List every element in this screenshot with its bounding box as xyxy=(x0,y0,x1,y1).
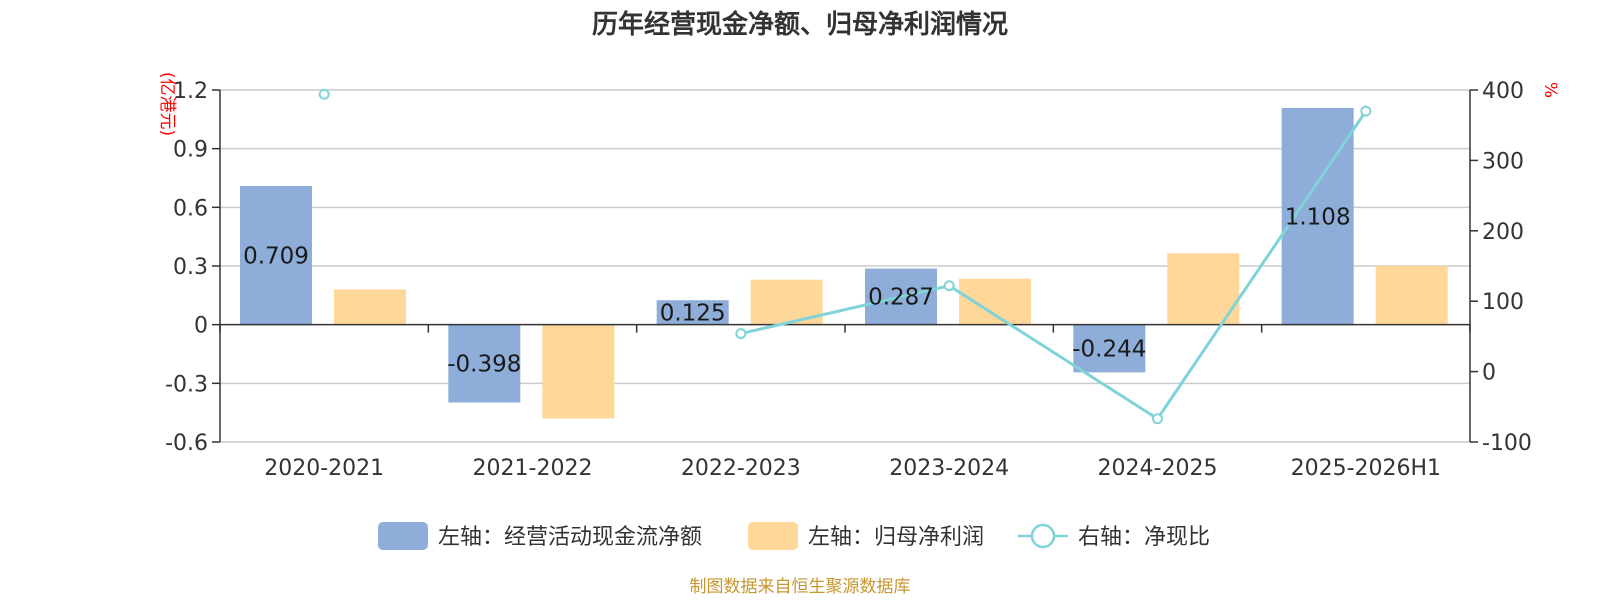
net-profit-bar[interactable] xyxy=(959,278,1031,325)
cashflow-data-label: -0.398 xyxy=(447,352,521,378)
bars xyxy=(240,107,1448,419)
cashflow-bar[interactable] xyxy=(1073,324,1146,373)
right-tick-label: 400 xyxy=(1482,79,1524,104)
legend: 左轴：经营活动现金流净额 左轴：归母净利润 右轴：净现比 xyxy=(378,522,1210,550)
right-tick-label: 100 xyxy=(1482,290,1524,315)
left-tick-label: 1.2 xyxy=(173,79,208,104)
ratio-point[interactable] xyxy=(1360,105,1372,117)
left-tick-label: 0.6 xyxy=(173,196,208,221)
left-tick-label: -0.6 xyxy=(165,431,208,456)
ratio-line-segment xyxy=(740,110,1368,421)
legend-marker-ratio[interactable] xyxy=(1030,523,1056,549)
category-label: 2020-2021 xyxy=(264,456,384,481)
data-labels: 0.709 -0.398 0.125 0.287 -0.244 1.108 xyxy=(243,204,1351,377)
legend-label-ratio[interactable]: 右轴：净现比 xyxy=(1078,525,1210,550)
axes xyxy=(212,89,1478,443)
grid xyxy=(220,89,1470,443)
source-note: 制图数据来自恒生聚源数据库 xyxy=(690,577,911,597)
legend-label-cashflow[interactable]: 左轴：经营活动现金流净额 xyxy=(438,525,702,550)
cashflow-bar[interactable] xyxy=(448,324,521,403)
left-tick-label: -0.3 xyxy=(165,372,208,397)
cashflow-data-label: -0.244 xyxy=(1072,337,1146,363)
right-axis-unit: % xyxy=(1540,82,1560,98)
ratio-point[interactable] xyxy=(1152,413,1163,425)
right-tick-label: -100 xyxy=(1482,431,1532,456)
net-profit-bar[interactable] xyxy=(334,289,406,325)
net-profit-bar[interactable] xyxy=(542,324,615,419)
legend-swatch-net-profit[interactable] xyxy=(748,522,798,550)
category-label: 2024-2025 xyxy=(1098,456,1218,481)
left-tick-label: 0.9 xyxy=(173,138,208,163)
tick-labels: 1.2 0.9 0.6 0.3 0 -0.3 -0.6 400 300 200 100 0 -100 20… xyxy=(165,79,1532,481)
left-tick-label: 0 xyxy=(194,314,208,339)
legend-swatch-cashflow[interactable] xyxy=(378,522,428,550)
right-tick-label: 300 xyxy=(1482,149,1524,174)
right-tick-label: 0 xyxy=(1482,361,1496,386)
category-label: 2023-2024 xyxy=(889,456,1009,481)
net-profit-bar[interactable] xyxy=(1167,253,1240,325)
net-profit-bar[interactable] xyxy=(1375,266,1448,325)
ratio-point[interactable] xyxy=(735,328,747,340)
cashflow-data-label: 0.709 xyxy=(243,243,309,269)
left-axis-unit: (亿港元) xyxy=(157,72,177,136)
category-label: 2021-2022 xyxy=(473,456,593,481)
category-label: 2025-2026H1 xyxy=(1291,456,1441,481)
left-tick-label: 0.3 xyxy=(173,255,208,280)
legend-label-net-profit[interactable]: 左轴：归母净利润 xyxy=(808,525,984,550)
cashflow-bar[interactable] xyxy=(240,186,312,325)
ratio-point[interactable] xyxy=(943,280,955,292)
cashflow-data-label: 1.108 xyxy=(1285,204,1351,230)
ratio-point[interactable] xyxy=(318,88,330,100)
cashflow-data-label: 0.287 xyxy=(868,285,934,311)
chart-title: 历年经营现金净额、归母净利润情况 xyxy=(592,9,1008,40)
category-label: 2022-2023 xyxy=(681,456,801,481)
cashflow-data-label: 0.125 xyxy=(660,300,726,326)
cashflow-bar[interactable] xyxy=(656,300,729,325)
right-tick-label: 200 xyxy=(1482,220,1524,245)
net-cash-ratio-line xyxy=(318,88,1372,425)
